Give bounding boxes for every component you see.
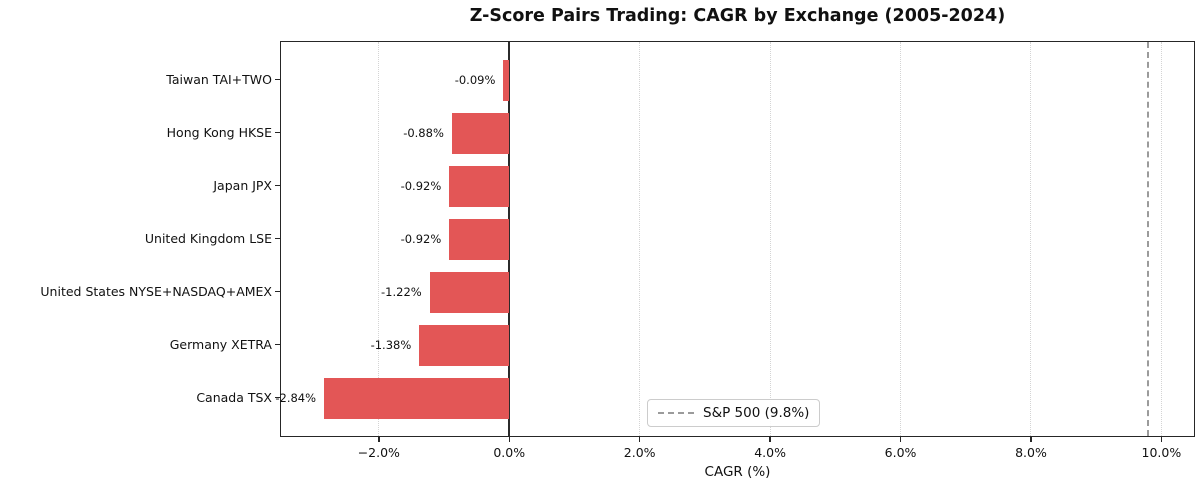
x-tick-mark: [638, 437, 641, 442]
bar-value-label: -0.92%: [400, 179, 442, 193]
bar-value-label: -0.92%: [400, 232, 442, 246]
bar-Germany XETRA: [419, 324, 510, 366]
x-tick-label: 6.0%: [884, 445, 917, 460]
sp500-reference-line: [1147, 42, 1150, 436]
bar-Hong Kong HKSE: [451, 112, 510, 154]
bar-Canada TSX: [324, 377, 510, 419]
x-axis-title: CAGR (%): [704, 464, 771, 480]
y-tick-label: Germany XETRA: [169, 337, 272, 352]
x-tick-mark: [508, 437, 510, 442]
bar-United States NYSE+NASDAQ+AMEX: [429, 271, 510, 313]
x-tick-mark: [1160, 437, 1163, 442]
x-tick-label: 4.0%: [754, 445, 786, 460]
gridline: [1160, 42, 1162, 436]
gridline: [1030, 42, 1032, 436]
gridline: [769, 42, 771, 436]
chart-title: Z-Score Pairs Trading: CAGR by Exchange …: [469, 6, 1006, 26]
gridline: [378, 42, 380, 436]
bar-value-label: -0.09%: [454, 73, 496, 87]
y-tick-mark: [275, 132, 280, 134]
x-tick-label: 10.0%: [1141, 445, 1182, 460]
y-tick-label: Japan JPX: [213, 178, 272, 193]
bar-value-label: -2.84%: [275, 391, 317, 405]
y-tick-label: United States NYSE+NASDAQ+AMEX: [40, 284, 272, 299]
y-tick-mark: [275, 185, 280, 187]
dashed-line-icon: [658, 412, 694, 414]
y-tick-label: Canada TSX: [196, 390, 272, 405]
x-tick-label: −2.0%: [357, 445, 400, 460]
y-tick-label: United Kingdom LSE: [144, 231, 272, 246]
legend: S&P 500 (9.8%): [647, 399, 821, 427]
bar-Taiwan TAI+TWO: [503, 59, 510, 101]
y-tick-label: Hong Kong HKSE: [166, 125, 272, 140]
y-tick-label: Taiwan TAI+TWO: [166, 72, 272, 87]
x-tick-mark: [769, 437, 771, 442]
bar-value-label: -0.88%: [403, 126, 444, 140]
legend-label: S&P 500 (9.8%): [703, 405, 810, 421]
y-tick-mark: [275, 397, 280, 399]
x-tick-label: 2.0%: [623, 445, 656, 460]
bar-United Kingdom LSE: [449, 218, 510, 260]
zero-axis-line: [508, 42, 511, 436]
x-tick-label: 0.0%: [493, 445, 526, 460]
y-tick-mark: [275, 344, 280, 346]
bar-value-label: -1.22%: [381, 285, 422, 299]
x-tick-label: 8.0%: [1015, 445, 1047, 460]
plot-area: -0.09% -0.88% -0.92% -0.92% -1.22% -1.38% -2.8…: [275, 41, 1195, 437]
x-tick-mark: [378, 437, 380, 442]
y-tick-mark: [275, 291, 280, 293]
y-tick-mark: [275, 238, 280, 240]
x-tick-mark: [1030, 437, 1032, 442]
gridline: [900, 42, 902, 436]
x-tick-mark: [899, 437, 902, 442]
bar-Japan JPX: [449, 165, 510, 207]
y-tick-mark: [275, 79, 280, 81]
gridline: [639, 42, 641, 436]
bar-value-label: -1.38%: [370, 338, 412, 352]
